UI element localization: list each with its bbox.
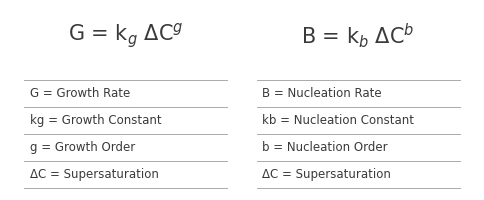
Text: g = Growth Order: g = Growth Order bbox=[30, 141, 135, 154]
Text: kg = Growth Constant: kg = Growth Constant bbox=[30, 114, 162, 127]
Text: ΔC = Supersaturation: ΔC = Supersaturation bbox=[30, 168, 159, 181]
Text: G = k$_g$ $\Delta$C$^g$: G = k$_g$ $\Delta$C$^g$ bbox=[68, 22, 183, 50]
Text: b = Nucleation Order: b = Nucleation Order bbox=[262, 141, 388, 154]
Text: G = Growth Rate: G = Growth Rate bbox=[30, 87, 130, 100]
Text: B = k$_b$ $\Delta$C$^b$: B = k$_b$ $\Delta$C$^b$ bbox=[302, 22, 415, 50]
Text: kb = Nucleation Constant: kb = Nucleation Constant bbox=[262, 114, 414, 127]
Text: ΔC = Supersaturation: ΔC = Supersaturation bbox=[262, 168, 391, 181]
Text: B = Nucleation Rate: B = Nucleation Rate bbox=[262, 87, 382, 100]
